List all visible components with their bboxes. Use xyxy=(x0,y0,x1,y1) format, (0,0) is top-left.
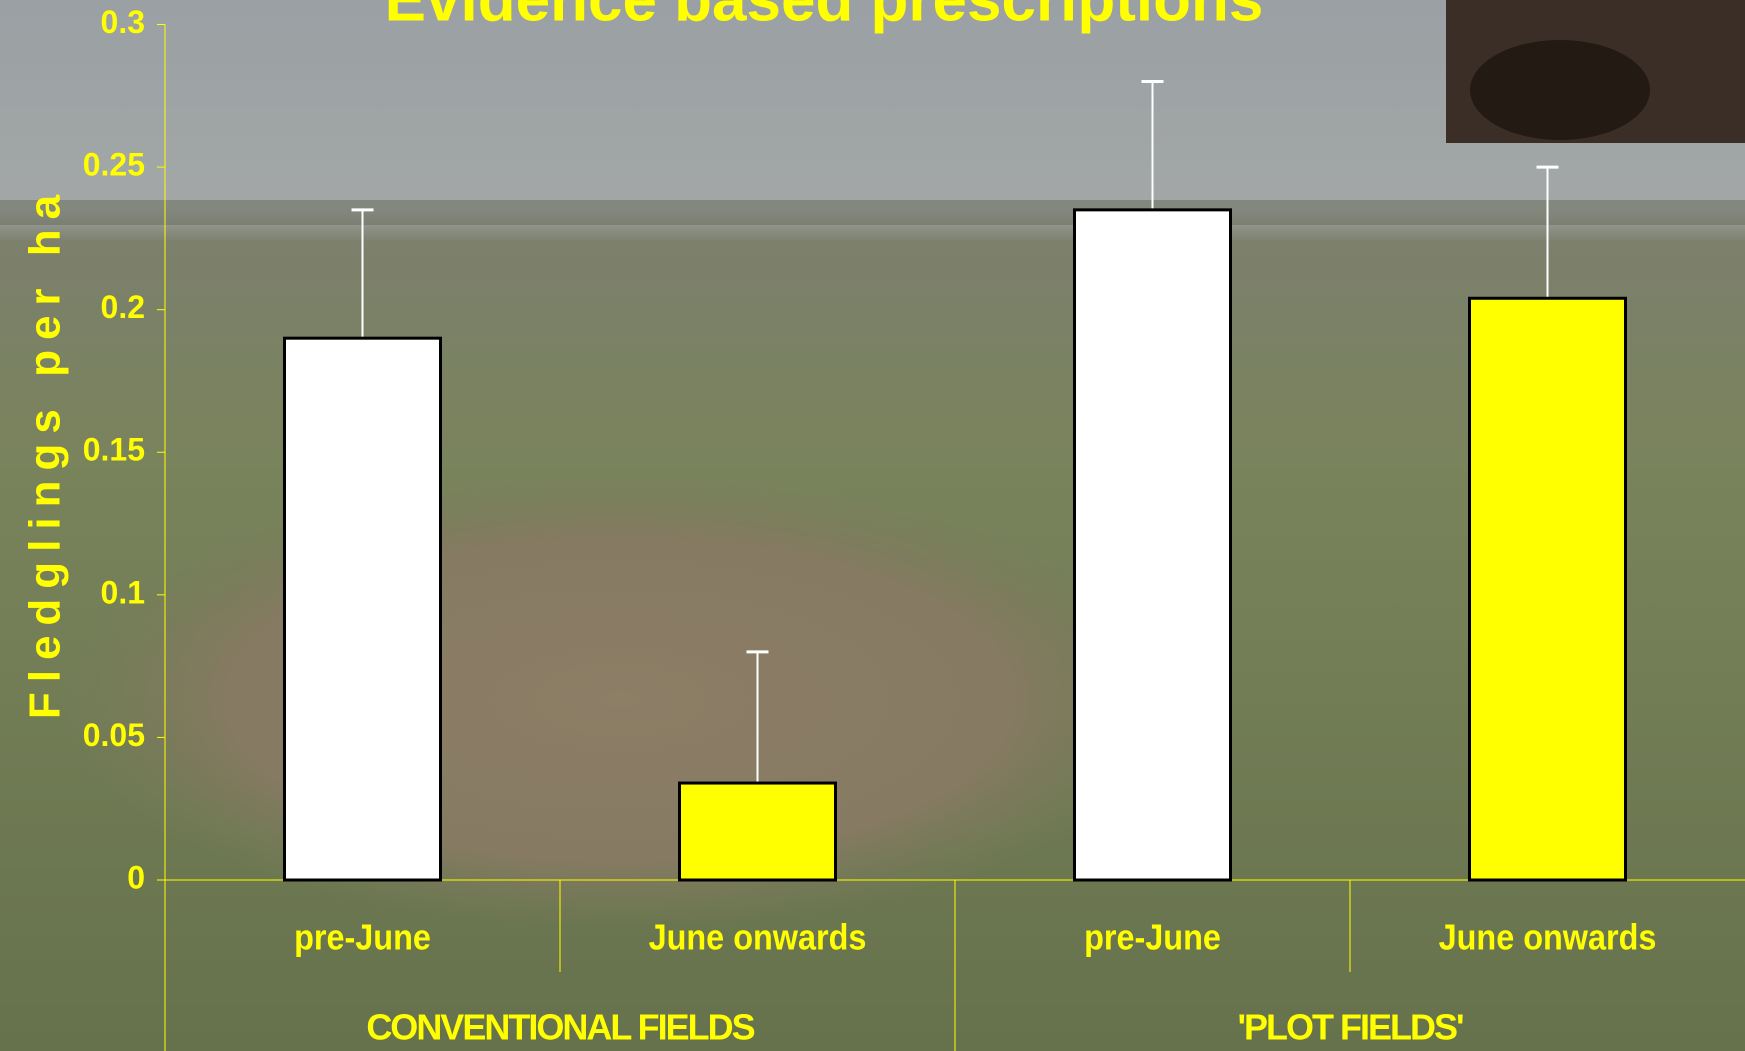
horizon xyxy=(0,200,1745,225)
group-label: 'PLOT FIELDS' xyxy=(1237,1007,1463,1048)
x-tick-label: pre-June xyxy=(1084,918,1221,958)
y-tick-label: 0.15 xyxy=(83,432,145,468)
x-tick-label: June onwards xyxy=(1439,918,1657,958)
y-tick-label: 0.05 xyxy=(83,717,145,753)
bar xyxy=(285,338,441,880)
x-tick-label: pre-June xyxy=(294,918,431,958)
soil-patch xyxy=(60,470,1180,930)
group-label: CONVENTIONAL FIELDS xyxy=(366,1007,754,1048)
x-tick-label: June onwards xyxy=(649,918,867,958)
bar xyxy=(680,783,836,880)
y-tick-label: 0.1 xyxy=(101,574,145,610)
y-tick-label: 0.25 xyxy=(83,147,145,183)
inset-rock xyxy=(1470,40,1650,140)
y-tick-label: 0.2 xyxy=(101,289,145,325)
y-tick-label: 0.3 xyxy=(101,4,145,40)
y-tick-label: 0 xyxy=(127,859,145,895)
chart: Evidence based prescriptions Fledglings … xyxy=(0,0,1745,1051)
chart-title: Evidence based prescriptions xyxy=(385,0,1264,34)
y-axis-label: Fledglings per ha xyxy=(21,185,70,719)
bar xyxy=(1075,210,1231,880)
bar xyxy=(1470,298,1626,880)
